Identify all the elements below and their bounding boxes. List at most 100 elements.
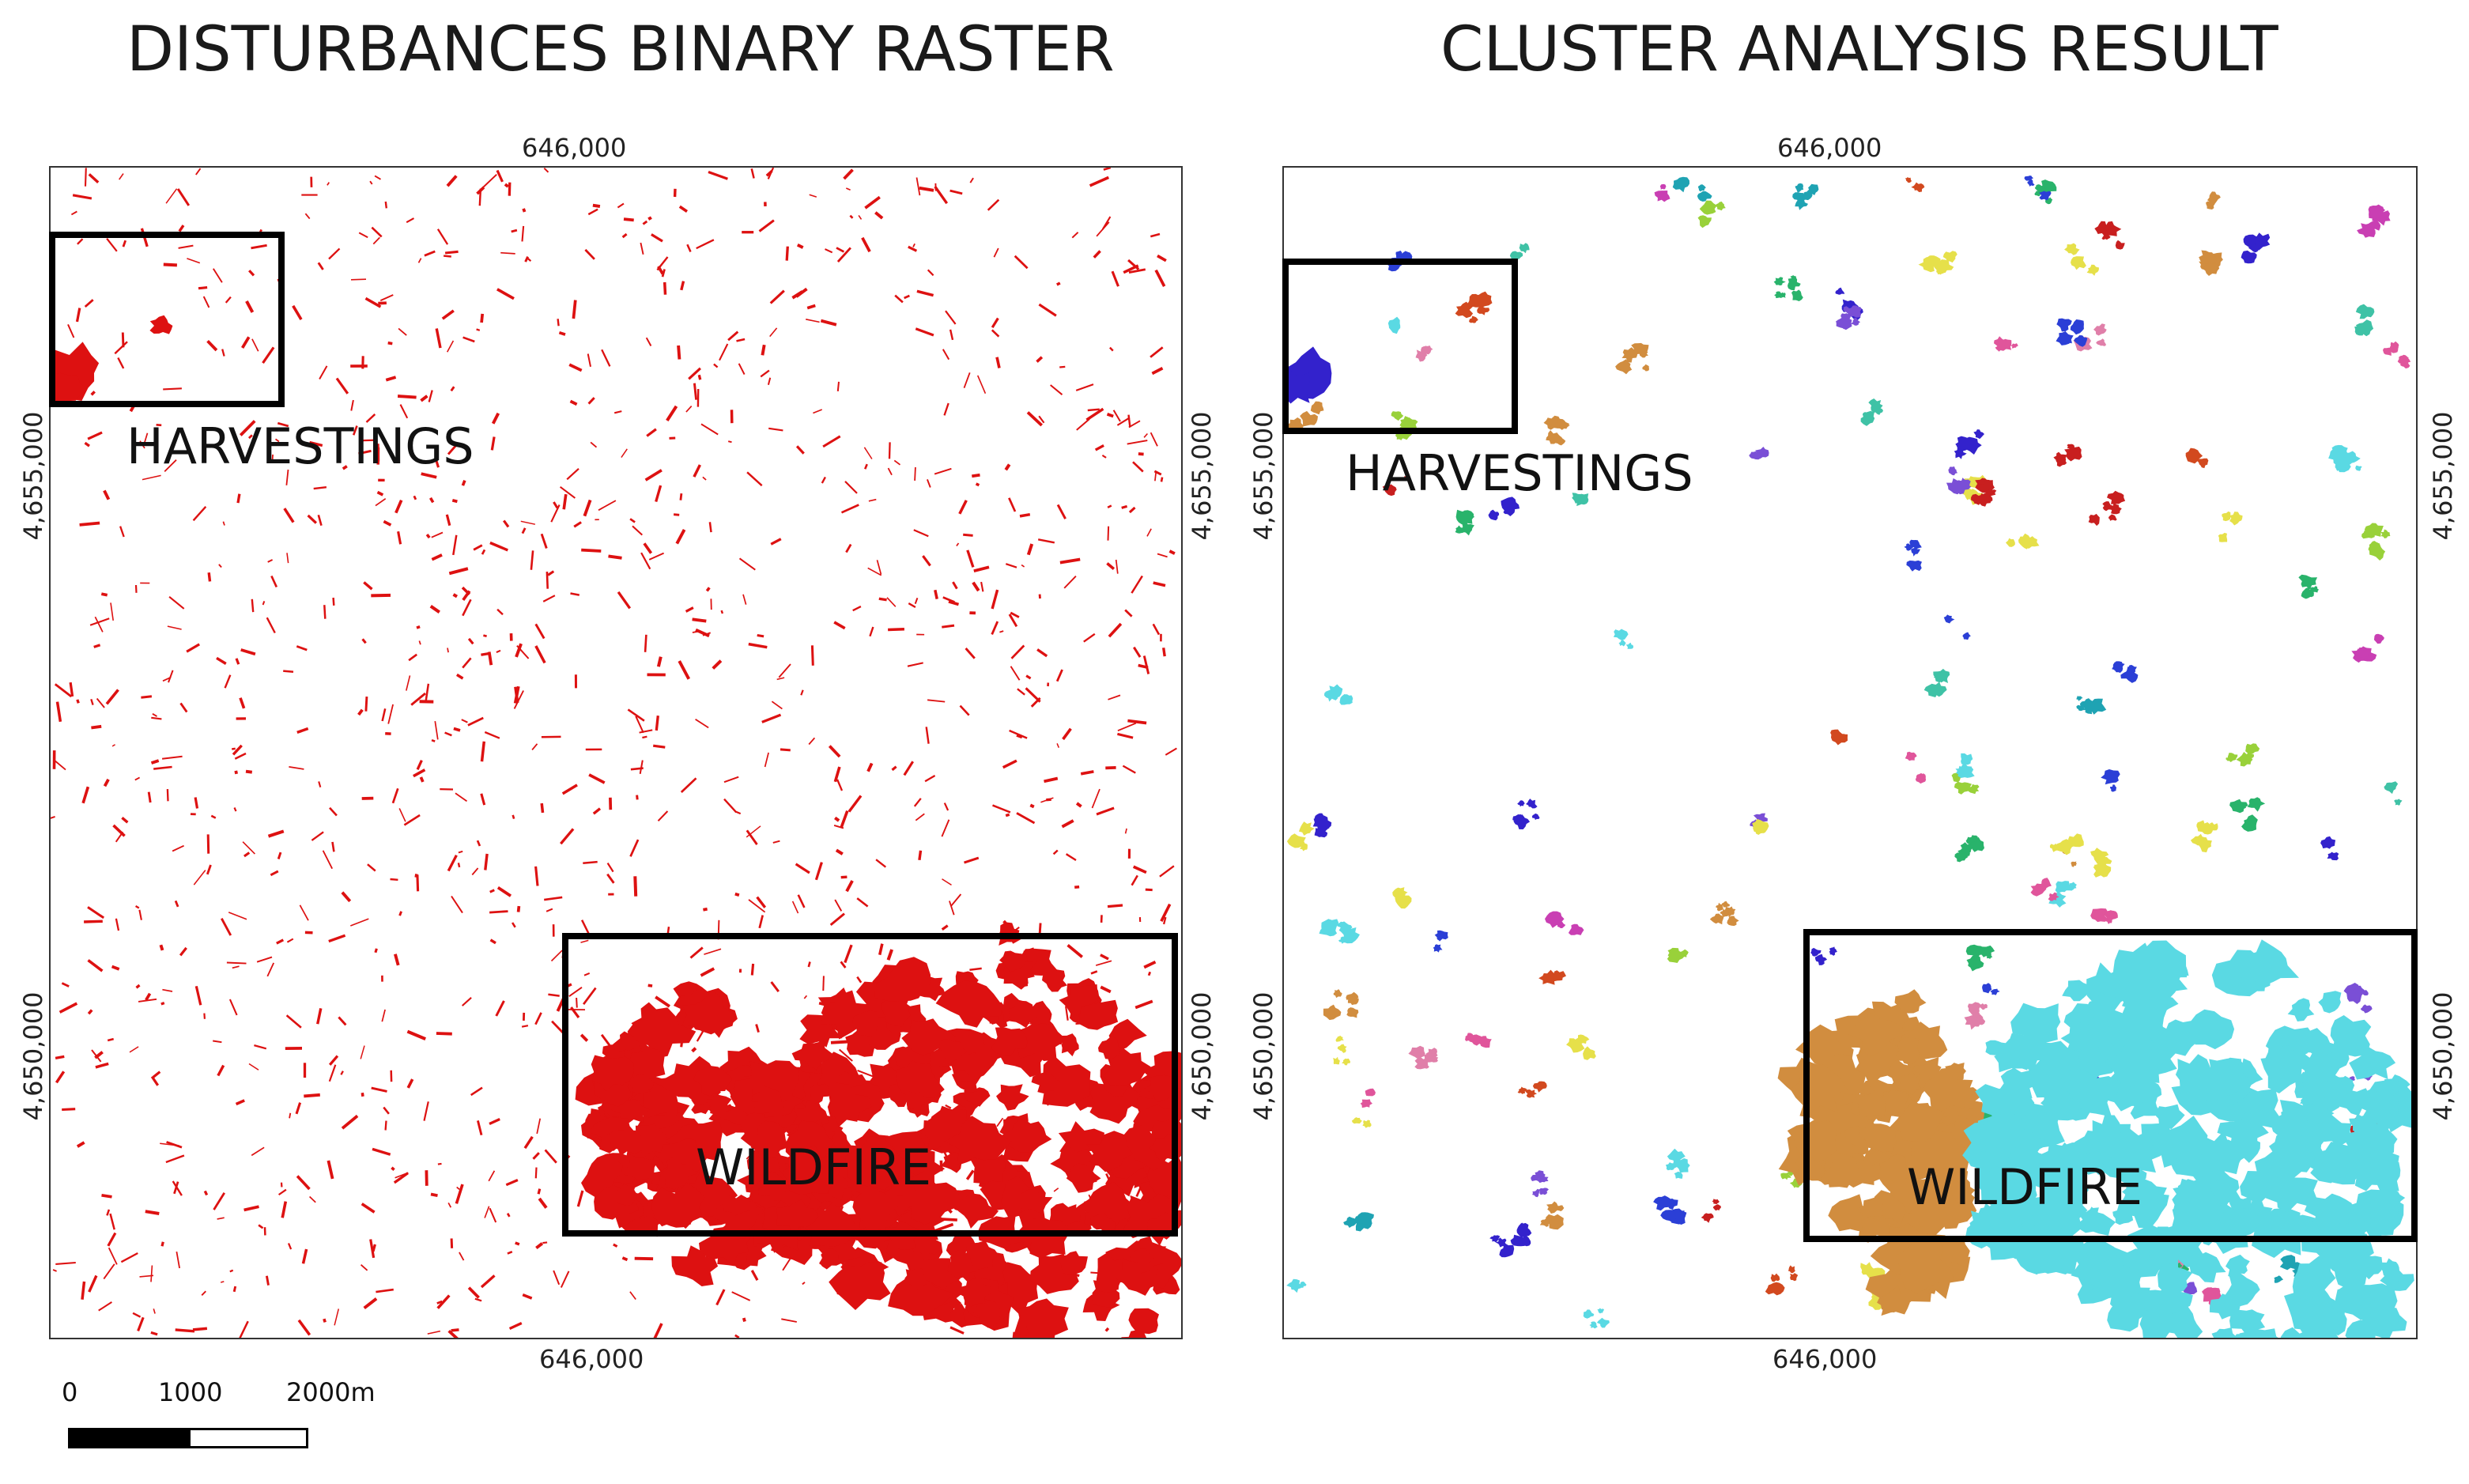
disturbance-patch bbox=[361, 1092, 364, 1097]
cluster-patch bbox=[1399, 416, 1414, 429]
cluster-patch bbox=[2274, 1275, 2284, 1283]
wildfire-patch bbox=[776, 1199, 819, 1234]
disturbance-patch bbox=[537, 1188, 542, 1195]
wildfire-cluster-east bbox=[2112, 1204, 2134, 1225]
disturbance-patch bbox=[1071, 232, 1079, 239]
disturbance-patch bbox=[431, 553, 443, 561]
wildfire-box-left bbox=[562, 933, 1178, 1237]
cluster-patch bbox=[2356, 648, 2370, 659]
disturbance-patch bbox=[1065, 1006, 1069, 1021]
disturbance-patch bbox=[1100, 953, 1109, 961]
cluster-patch bbox=[1697, 191, 1712, 202]
harvest-patch bbox=[149, 315, 173, 334]
cluster-patch bbox=[1642, 364, 1649, 372]
disturbance-patch bbox=[678, 660, 691, 680]
right-coord-left-lower: 4,650,000 bbox=[1248, 991, 1278, 1121]
disturbance-patch bbox=[179, 946, 187, 957]
disturbance-patch bbox=[1123, 264, 1139, 274]
disturbance-patch bbox=[524, 255, 529, 262]
disturbance-patch bbox=[192, 505, 207, 522]
wildfire-cluster-east bbox=[2158, 1263, 2193, 1293]
cluster-patch bbox=[1678, 949, 1689, 957]
disturbance-patch bbox=[481, 651, 491, 656]
disturbance-patch bbox=[361, 1264, 368, 1271]
disturbance-patch bbox=[84, 168, 87, 187]
disturbance-patch bbox=[112, 824, 126, 837]
disturbance-patch bbox=[700, 967, 715, 977]
wildfire-patch bbox=[847, 1135, 911, 1191]
disturbance-patch bbox=[87, 959, 104, 972]
disturbance-patch bbox=[822, 435, 841, 448]
disturbance-patch bbox=[1127, 414, 1131, 428]
disturbance-patch bbox=[1096, 806, 1115, 816]
disturbance-patch bbox=[481, 549, 486, 555]
wildfire-cluster-east bbox=[2238, 939, 2299, 986]
wildfire-cluster-east bbox=[2191, 1009, 2235, 1050]
disturbance-patch bbox=[863, 463, 868, 470]
cluster-patch bbox=[2368, 542, 2386, 561]
disturbance-patch bbox=[51, 815, 55, 819]
wildfire-label-left: WILDFIRE bbox=[696, 1138, 932, 1196]
harvest-cluster bbox=[1284, 369, 1310, 404]
disturbance-patch bbox=[352, 425, 358, 436]
disturbance-patch bbox=[186, 643, 201, 653]
disturbance-patch bbox=[653, 1323, 663, 1338]
wildfire-cluster-east bbox=[2154, 1104, 2185, 1130]
disturbance-patch bbox=[55, 1071, 66, 1084]
disturbance-patch bbox=[192, 1327, 208, 1331]
disturbance-patch bbox=[1106, 562, 1116, 570]
disturbance-patch bbox=[927, 269, 934, 277]
disturbance-patch bbox=[163, 387, 182, 391]
cluster-patch bbox=[2241, 814, 2258, 832]
cluster-patch bbox=[1724, 906, 1736, 918]
disturbance-patch bbox=[129, 1046, 139, 1053]
disturbance-patch bbox=[534, 1012, 542, 1025]
wildfire-cluster-west bbox=[1878, 1154, 1910, 1181]
disturbance-patch bbox=[695, 628, 710, 638]
cluster-patch bbox=[1323, 689, 1338, 702]
wildfire-cluster-east bbox=[2297, 1096, 2335, 1123]
wildfire-patch bbox=[623, 1154, 659, 1180]
wildfire-cluster-east bbox=[2025, 1147, 2072, 1180]
disturbance-patch bbox=[1147, 971, 1152, 976]
cluster-patch bbox=[1841, 734, 1848, 740]
cluster-patch bbox=[1477, 305, 1490, 315]
cluster-patch bbox=[2086, 264, 2099, 276]
disturbance-patch bbox=[849, 214, 854, 219]
disturbance-patch bbox=[134, 904, 140, 909]
disturbance-patch bbox=[436, 1032, 452, 1036]
disturbance-patch bbox=[242, 841, 255, 855]
disturbance-patch bbox=[429, 605, 440, 614]
disturbance-patch bbox=[365, 413, 376, 423]
disturbance-patch bbox=[495, 1000, 505, 1017]
disturbance-patch bbox=[201, 1290, 206, 1296]
disturbance-patch bbox=[232, 744, 243, 756]
disturbance-patch bbox=[341, 891, 352, 903]
disturbance-patch bbox=[770, 538, 782, 546]
disturbance-patch bbox=[406, 1078, 414, 1089]
wildfire-cluster-east bbox=[2384, 1074, 2410, 1095]
wildfire-patch bbox=[627, 1074, 654, 1094]
cluster-patch bbox=[2380, 529, 2391, 538]
disturbance-patch bbox=[867, 567, 882, 576]
cluster-patch bbox=[1408, 1045, 1425, 1059]
disturbance-patch bbox=[907, 662, 923, 667]
cluster-patch bbox=[2124, 670, 2134, 679]
cluster-patch bbox=[1474, 291, 1493, 308]
wildfire-patch bbox=[624, 1047, 666, 1086]
disturbance-patch bbox=[927, 479, 931, 488]
disturbance-patch bbox=[350, 278, 367, 281]
disturbance-patch bbox=[927, 699, 946, 703]
disturbance-patch bbox=[84, 299, 94, 308]
disturbance-patch bbox=[447, 1329, 459, 1338]
harvest-patch bbox=[51, 372, 87, 408]
disturbance-patch bbox=[142, 432, 149, 447]
cluster-patch bbox=[2090, 908, 2109, 923]
disturbance-patch bbox=[206, 339, 218, 352]
disturbance-patch bbox=[134, 584, 138, 593]
disturbance-patch bbox=[1121, 504, 1128, 509]
right-panel-title: CLUSTER ANALYSIS RESULT bbox=[1440, 14, 2278, 85]
disturbance-patch bbox=[147, 791, 152, 803]
disturbance-patch bbox=[534, 623, 546, 640]
disturbance-patch bbox=[1160, 903, 1172, 923]
